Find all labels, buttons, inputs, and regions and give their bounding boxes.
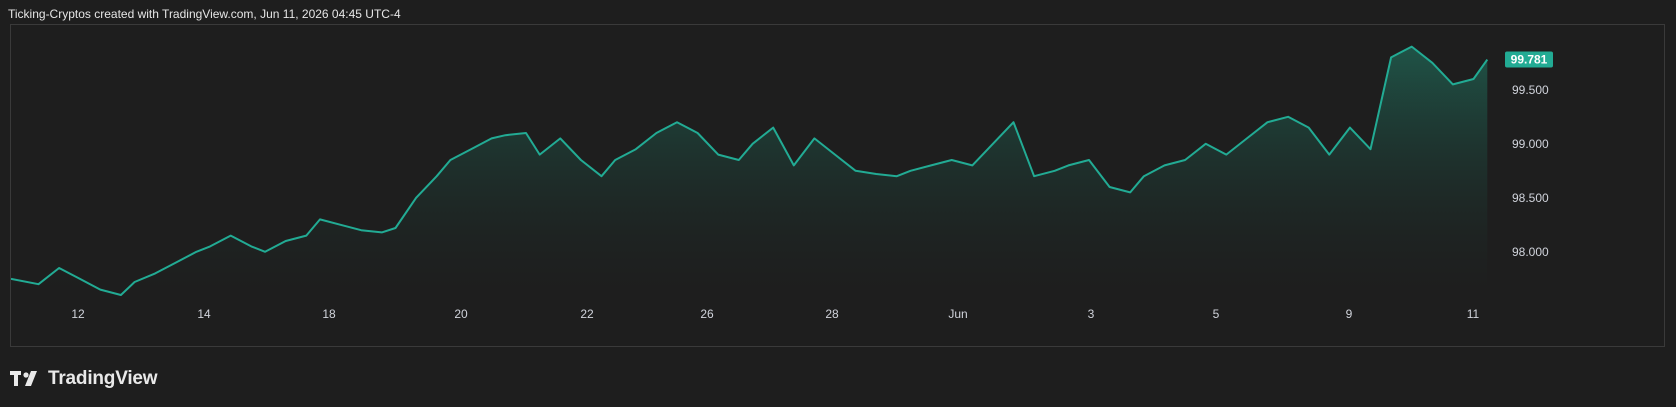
chart-caption: Ticking-Cryptos created with TradingView… <box>8 7 401 21</box>
x-tick-label: 26 <box>700 307 714 321</box>
x-tick-label: Jun <box>948 307 967 321</box>
brand-name: TradingView <box>48 368 158 389</box>
series-area <box>11 46 1488 295</box>
y-tick-label: 98.500 <box>1512 191 1549 205</box>
last-price-label: 99.781 <box>1511 53 1548 67</box>
chart-panel[interactable]: 12 14 18 20 22 26 28 Jun 3 5 9 11 98.000 98.500 99.000… <box>10 24 1665 347</box>
y-tick-label: 98.000 <box>1512 245 1549 259</box>
x-tick-label: 5 <box>1213 307 1220 321</box>
x-tick-label: 20 <box>454 307 468 321</box>
last-price-badge <box>1505 51 1553 68</box>
price-chart[interactable]: 12 14 18 20 22 26 28 Jun 3 5 9 11 98.000 98.500 99.000… <box>11 25 1666 348</box>
x-tick-label: 3 <box>1088 307 1095 321</box>
y-tick-label: 99.000 <box>1512 137 1549 151</box>
x-tick-label: 18 <box>322 307 336 321</box>
x-tick-label: 14 <box>197 307 211 321</box>
series-line[interactable] <box>11 45 1489 296</box>
x-tick-label: 12 <box>71 307 85 321</box>
tradingview-logo-icon <box>10 371 37 386</box>
x-tick-label: 22 <box>580 307 594 321</box>
x-tick-label: 11 <box>1467 307 1480 321</box>
tradingview-logo[interactable]: TradingView <box>10 368 158 390</box>
x-tick-label: 28 <box>825 307 839 321</box>
x-tick-label: 9 <box>1346 307 1353 321</box>
y-tick-label: 99.500 <box>1512 83 1549 97</box>
